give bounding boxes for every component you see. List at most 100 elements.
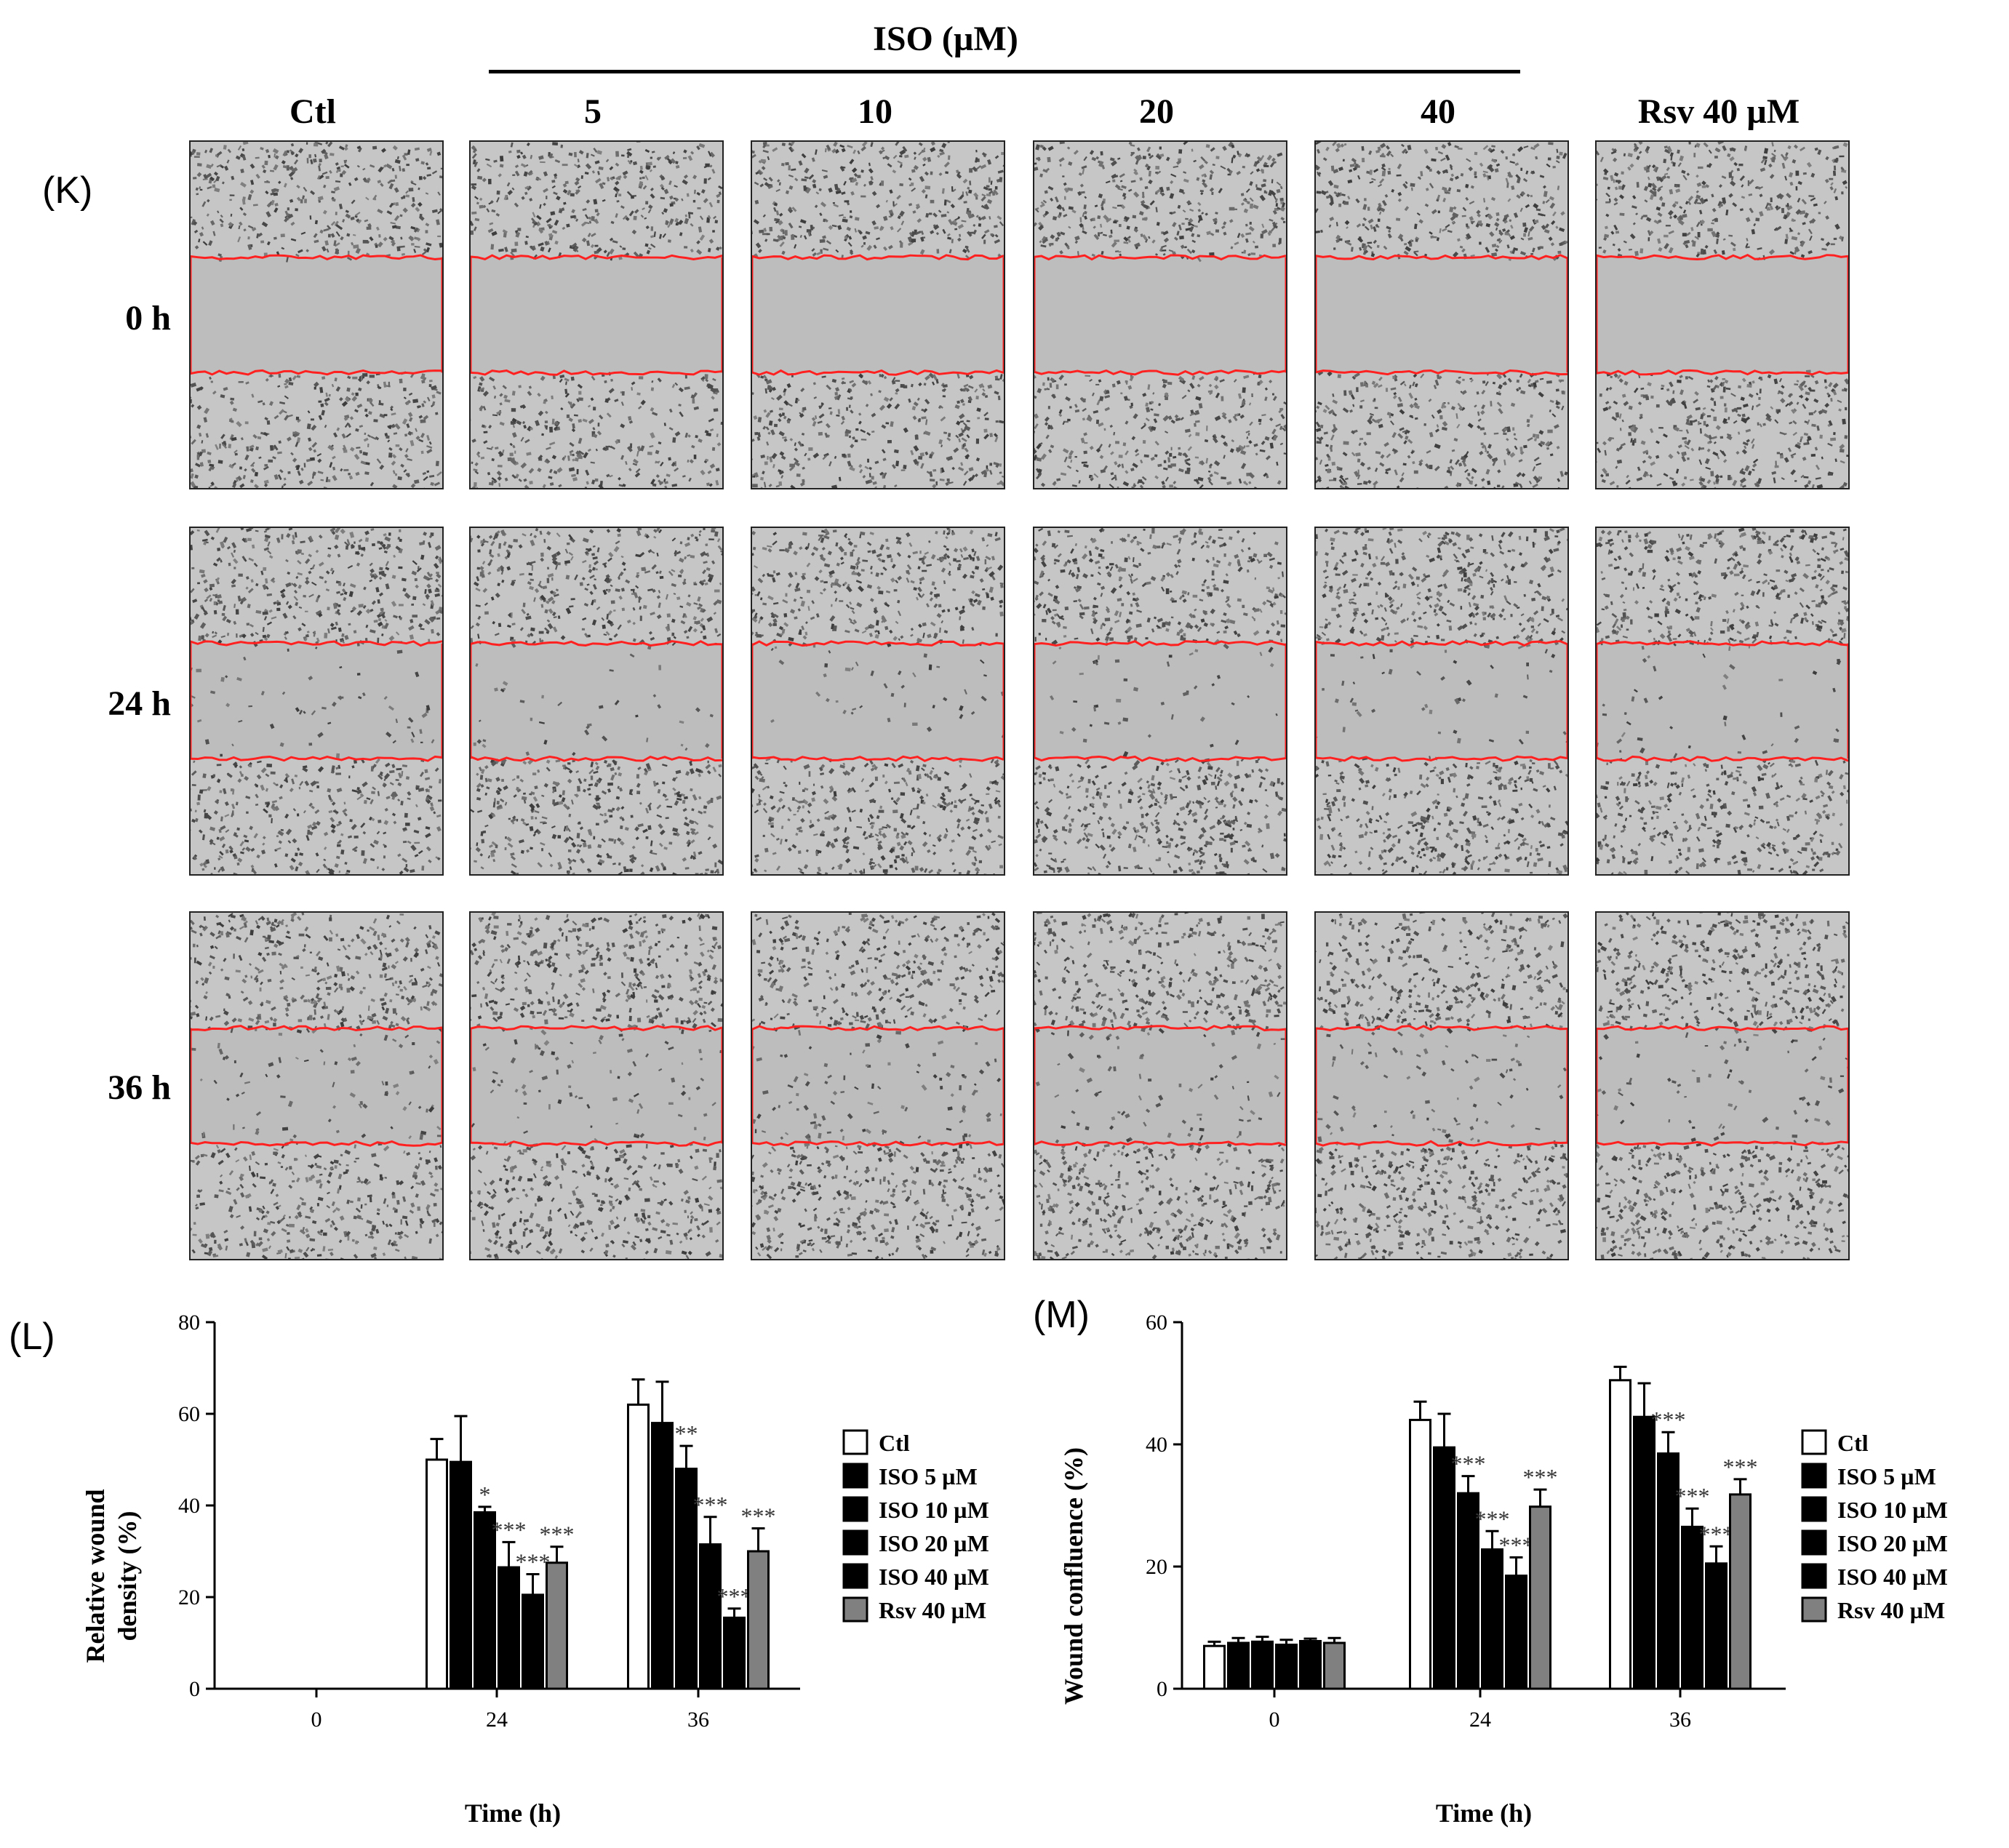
chart-m-significance-label: *** (1475, 1505, 1510, 1532)
column-title-ctl: Ctl (289, 92, 336, 131)
column-title-rsv-40: Rsv 40 µM (1637, 92, 1800, 131)
scratch-image-0-0 (189, 140, 444, 489)
chart-m-y-tick-label: 40 (1146, 1433, 1167, 1457)
chart-m-significance-label: *** (1723, 1454, 1758, 1480)
chart-l-legend-swatch (842, 1463, 868, 1489)
chart-l-x-tick-label: 0 (311, 1708, 322, 1732)
chart-l-legend-swatch (842, 1496, 868, 1522)
chart-m-bar (1433, 1446, 1455, 1690)
chart-m-bar (1505, 1575, 1527, 1690)
chart-l-significance-label: *** (492, 1516, 527, 1543)
chart-l-bar (747, 1550, 770, 1690)
chart-l-y-tick-label: 0 (189, 1677, 200, 1701)
chart-l-significance-label: *** (693, 1492, 728, 1518)
chart-l-bar (498, 1566, 520, 1690)
chart-m-legend-swatch (1801, 1496, 1827, 1522)
chart-m-bar (1251, 1640, 1274, 1690)
chart-l-x-tick-label: 36 (687, 1708, 709, 1732)
chart-l-legend-label: ISO 40 µM (879, 1564, 989, 1590)
chart-l-bar (699, 1543, 722, 1690)
chart-m-significance-label: *** (1699, 1521, 1734, 1547)
chart-m-x-axis-label: Time (h) (1436, 1799, 1532, 1828)
chart-l-legend-label: ISO 20 µM (879, 1530, 989, 1556)
chart-l-legend-label: Rsv 40 µM (879, 1597, 986, 1623)
chart-l-y-tick-label: 60 (178, 1402, 200, 1426)
scratch-image-1-3 (1033, 527, 1287, 876)
scratch-image-1-4 (1314, 527, 1569, 876)
chart-l-bar (474, 1511, 496, 1690)
chart-m-y-tick-label: 20 (1146, 1555, 1167, 1579)
chart-l-significance-label: *** (741, 1503, 776, 1529)
chart-m-legend-label: ISO 20 µM (1837, 1530, 1948, 1556)
chart-m-legend-swatch (1801, 1429, 1827, 1455)
chart-l-legend-label: ISO 10 µM (879, 1497, 989, 1523)
chart-m-bar (1275, 1644, 1298, 1690)
chart-l-legend-swatch (842, 1563, 868, 1589)
panel-m-letter: (M) (1033, 1294, 1090, 1336)
scratch-image-2-2 (751, 911, 1005, 1260)
chart-l-legend-swatch (842, 1529, 868, 1556)
chart-l-y-axis-label: density (%) (113, 1511, 142, 1641)
chart-m-legend-label: ISO 5 µM (1837, 1463, 1936, 1489)
scratch-image-1-2 (751, 527, 1005, 876)
column-title-iso-20: 20 (1139, 92, 1174, 131)
chart-l-significance-label: *** (540, 1521, 575, 1548)
chart-l-bar (675, 1468, 698, 1690)
chart-l-bar (546, 1561, 568, 1690)
column-title-iso-5: 5 (584, 92, 602, 131)
chart-m-significance-label: *** (1651, 1407, 1686, 1433)
panel-k-letter: (K) (42, 169, 93, 212)
scratch-image-2-5 (1595, 911, 1850, 1260)
chart-m-y-tick-label: 0 (1157, 1677, 1167, 1701)
chart-m-bar (1729, 1493, 1752, 1690)
chart-m-legend-swatch (1801, 1529, 1827, 1556)
scratch-image-0-2 (751, 140, 1005, 489)
chart-m-bar (1529, 1505, 1551, 1690)
chart-m-x-tick-label: 24 (1469, 1708, 1491, 1732)
chart-l-bar (627, 1403, 650, 1690)
scratch-image-1-5 (1595, 527, 1850, 876)
chart-m-bar (1657, 1452, 1680, 1690)
row-label-0h: 0 h (125, 299, 171, 337)
chart-l-y-tick-label: 80 (178, 1311, 200, 1335)
panel-l-letter: (L) (9, 1316, 55, 1358)
chart-m-bar (1299, 1639, 1322, 1690)
chart-l-legend-label: ISO 5 µM (879, 1463, 978, 1489)
chart-m-legend-swatch (1801, 1596, 1827, 1623)
chart-m-bar (1481, 1548, 1503, 1690)
chart-m-legend-label: Rsv 40 µM (1837, 1597, 1945, 1623)
column-title-iso-40: 40 (1421, 92, 1455, 131)
chart-l-y-tick-label: 40 (178, 1494, 200, 1518)
chart-m-significance-label: *** (1675, 1483, 1710, 1509)
chart-l-significance-label: *** (717, 1583, 752, 1609)
chart-l-x-tick-label: 24 (486, 1708, 508, 1732)
chart-l-bar (723, 1616, 746, 1690)
chart-l-legend-swatch (842, 1429, 868, 1455)
chart-m-legend-label: ISO 10 µM (1837, 1497, 1948, 1523)
chart-m-significance-label: *** (1499, 1532, 1534, 1558)
chart-l-legend-label: Ctl (879, 1430, 910, 1456)
chart-m-bar (1409, 1418, 1431, 1690)
chart-m-bar (1705, 1562, 1728, 1690)
scratch-image-2-0 (189, 911, 444, 1260)
column-title-iso-10: 10 (858, 92, 892, 131)
iso-header-bar (489, 70, 1520, 73)
scratch-image-0-5 (1595, 140, 1850, 489)
chart-m-x-tick-label: 0 (1269, 1708, 1280, 1732)
row-label-36h: 36 h (108, 1068, 171, 1107)
chart-m-legend-label: Ctl (1837, 1430, 1869, 1456)
chart-m-bar (1681, 1525, 1704, 1690)
chart-l-significance-label: * (479, 1481, 491, 1508)
chart-m-legend-swatch (1801, 1463, 1827, 1489)
chart-m-bar (1609, 1379, 1631, 1690)
chart-l-y-tick-label: 20 (178, 1585, 200, 1609)
chart-l-significance-label: *** (516, 1549, 551, 1575)
chart-l-bar (651, 1422, 674, 1690)
chart-m-legend-label: ISO 40 µM (1837, 1564, 1948, 1590)
chart-m-significance-label: *** (1451, 1451, 1486, 1477)
scratch-image-0-1 (469, 140, 724, 489)
chart-m-bar (1203, 1644, 1226, 1690)
chart-l-legend-swatch (842, 1596, 868, 1623)
chart-m-y-axis-label: Wound confluence (%) (1059, 1447, 1088, 1705)
